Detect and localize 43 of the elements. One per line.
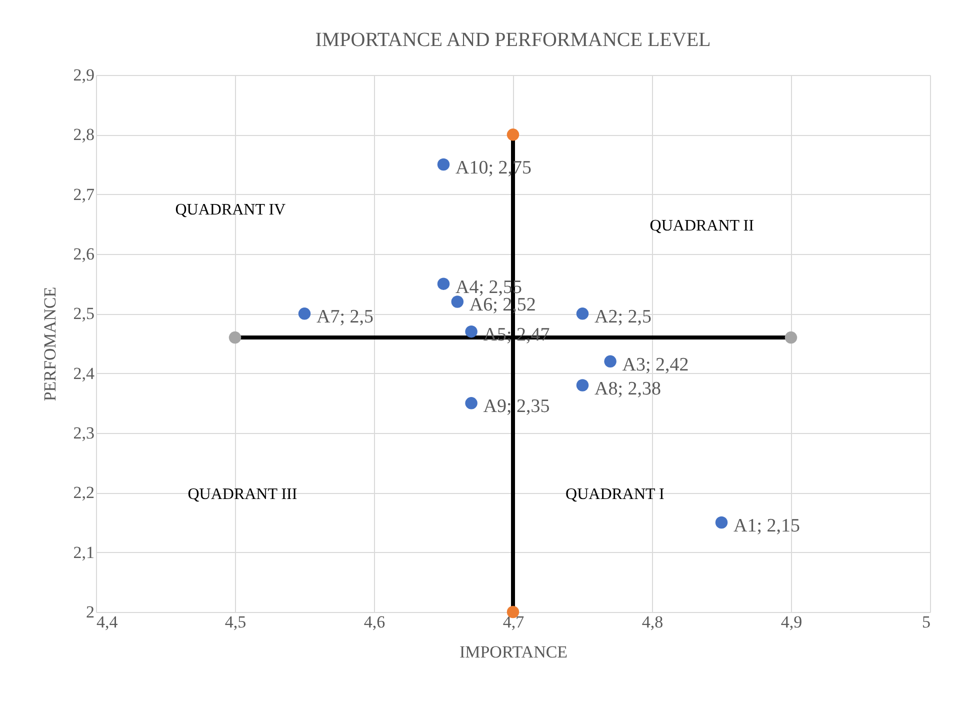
point	[451, 296, 464, 308]
y-tick-label: 2,1	[73, 542, 94, 562]
annotation: QUADRANT III	[188, 486, 298, 503]
point	[298, 308, 311, 320]
y-tick-label: 2,9	[73, 66, 94, 84]
data-label: A1; 2,15	[734, 516, 800, 536]
point	[437, 278, 450, 290]
point	[576, 379, 589, 392]
x-axis-title: IMPORTANCE	[459, 642, 568, 662]
x-tick-label: 4,4	[96, 612, 118, 632]
annotation: QUADRANT I	[566, 486, 664, 503]
x-tick-label: 5	[922, 612, 930, 632]
point	[228, 331, 242, 344]
y-tick-label: 2,6	[73, 244, 94, 264]
x-tick-label: 4,9	[780, 612, 802, 632]
annotation: QUADRANT IV	[175, 201, 286, 218]
point	[715, 516, 728, 529]
x-tick-label: 4,7	[502, 612, 525, 632]
y-tick-label: 2,8	[73, 125, 94, 144]
data-label: A3; 2,42	[622, 354, 689, 376]
x-tick-label: 4,6	[364, 612, 386, 632]
y-tick-label: 2,4	[73, 364, 95, 383]
point	[604, 355, 616, 368]
y-axis-title: PERFOMANCE	[40, 286, 60, 402]
y-tick-label: 2,5	[73, 304, 94, 324]
point	[506, 128, 520, 141]
x-tick-label: 4,5	[224, 612, 246, 632]
chart-title: IMPORTANCE AND PERFORMANCE LEVEL	[315, 29, 711, 51]
point	[784, 331, 798, 344]
y-tick-label: 2,7	[73, 184, 95, 204]
point	[465, 397, 478, 410]
y-tick-label: 2,3	[73, 424, 94, 442]
data-label: A2; 2,5	[594, 306, 652, 328]
annotation: QUADRANT II	[650, 217, 754, 234]
data-label: A9; 2,35	[483, 396, 550, 418]
data-label: A8; 2,38	[594, 378, 661, 400]
x-tick-label: 4,8	[642, 612, 664, 632]
point	[576, 308, 589, 320]
y-tick-label: 2	[86, 602, 94, 622]
point	[465, 325, 478, 338]
point	[437, 158, 450, 171]
y-tick-label: 2,2	[73, 483, 94, 502]
data-label: A7; 2,5	[316, 306, 374, 328]
